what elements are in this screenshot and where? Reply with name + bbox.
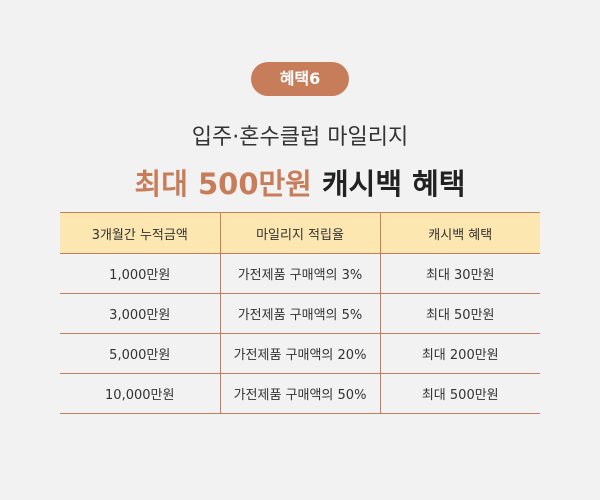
header-mileage-rate: 마일리지 적립율 bbox=[219, 212, 380, 254]
cell-cashback: 최대 200만원 bbox=[379, 333, 540, 374]
cell-rate: 가전제품 구매액의 50% bbox=[219, 373, 380, 414]
cell-cashback: 최대 500만원 bbox=[379, 373, 540, 414]
header-cashback-benefit: 캐시백 혜택 bbox=[379, 212, 540, 254]
table-header-row: 3개월간 누적금액 마일리지 적립율 캐시백 혜택 bbox=[60, 212, 540, 254]
cell-cashback: 최대 50만원 bbox=[379, 293, 540, 334]
subtitle: 입주·혼수클럽 마일리지 bbox=[191, 125, 409, 150]
page-title: 최대 500만원 캐시백 혜택 bbox=[0, 164, 600, 204]
title-rest: 캐시백 혜택 bbox=[321, 167, 466, 201]
cell-rate: 가전제품 구매액의 3% bbox=[219, 253, 380, 294]
cell-amount: 10,000만원 bbox=[60, 373, 220, 414]
title-highlight: 최대 500만원 bbox=[134, 167, 312, 201]
table-row: 3,000만원 가전제품 구매액의 5% 최대 50만원 bbox=[60, 293, 540, 334]
cell-amount: 5,000만원 bbox=[60, 333, 220, 374]
table-row: 1,000만원 가전제품 구매액의 3% 최대 30만원 bbox=[60, 253, 540, 294]
cell-amount: 3,000만원 bbox=[60, 293, 220, 334]
cell-rate: 가전제품 구매액의 20% bbox=[219, 333, 380, 374]
header-accumulated-amount: 3개월간 누적금액 bbox=[60, 212, 220, 254]
benefit-badge: 혜택6 bbox=[251, 62, 349, 96]
cashback-table: 3개월간 누적금액 마일리지 적립율 캐시백 혜택 1,000만원 가전제품 구… bbox=[60, 212, 540, 414]
cell-amount: 1,000만원 bbox=[60, 253, 220, 294]
table-row: 5,000만원 가전제품 구매액의 20% 최대 200만원 bbox=[60, 333, 540, 374]
cell-rate: 가전제품 구매액의 5% bbox=[219, 293, 380, 334]
cell-cashback: 최대 30만원 bbox=[379, 253, 540, 294]
table-row: 10,000만원 가전제품 구매액의 50% 최대 500만원 bbox=[60, 373, 540, 414]
